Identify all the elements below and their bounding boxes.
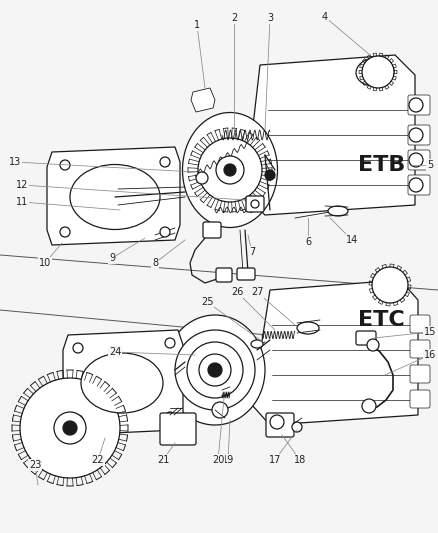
Ellipse shape xyxy=(356,58,394,86)
FancyBboxPatch shape xyxy=(408,175,430,195)
Circle shape xyxy=(367,339,379,351)
Circle shape xyxy=(160,157,170,167)
Circle shape xyxy=(20,378,120,478)
Ellipse shape xyxy=(165,315,265,425)
Text: 4: 4 xyxy=(322,12,328,22)
Ellipse shape xyxy=(328,206,348,216)
Text: 23: 23 xyxy=(29,460,41,470)
Circle shape xyxy=(212,402,228,418)
Circle shape xyxy=(187,342,243,398)
FancyBboxPatch shape xyxy=(246,196,264,212)
Ellipse shape xyxy=(81,353,163,413)
Polygon shape xyxy=(245,55,415,215)
Circle shape xyxy=(409,98,423,112)
Text: 25: 25 xyxy=(201,297,213,307)
Text: ETB: ETB xyxy=(358,155,406,175)
Text: 8: 8 xyxy=(152,258,158,268)
Text: 2: 2 xyxy=(231,13,237,23)
FancyBboxPatch shape xyxy=(356,331,376,345)
Circle shape xyxy=(265,170,275,180)
Circle shape xyxy=(362,399,376,413)
FancyBboxPatch shape xyxy=(410,315,430,333)
Circle shape xyxy=(372,267,408,303)
Text: 20: 20 xyxy=(212,455,224,465)
Text: 19: 19 xyxy=(222,455,234,465)
Circle shape xyxy=(292,422,302,432)
Circle shape xyxy=(360,333,370,343)
Circle shape xyxy=(60,160,70,170)
Circle shape xyxy=(199,354,231,386)
Circle shape xyxy=(165,412,175,422)
FancyBboxPatch shape xyxy=(410,390,430,408)
Text: 18: 18 xyxy=(294,455,306,465)
Polygon shape xyxy=(191,88,215,112)
Text: 14: 14 xyxy=(346,235,358,245)
Circle shape xyxy=(160,227,170,237)
Text: 1: 1 xyxy=(194,20,200,30)
Polygon shape xyxy=(63,330,183,435)
Text: 12: 12 xyxy=(16,180,28,190)
Text: 13: 13 xyxy=(9,157,21,167)
Text: 7: 7 xyxy=(249,247,255,257)
Text: 3: 3 xyxy=(267,13,273,23)
Circle shape xyxy=(362,56,394,88)
Text: 16: 16 xyxy=(424,350,436,360)
Circle shape xyxy=(224,164,236,176)
FancyBboxPatch shape xyxy=(160,413,196,445)
Text: 27: 27 xyxy=(251,287,263,297)
Text: 11: 11 xyxy=(16,197,28,207)
Circle shape xyxy=(216,156,244,184)
Circle shape xyxy=(165,338,175,348)
Circle shape xyxy=(409,128,423,142)
FancyBboxPatch shape xyxy=(408,125,430,145)
Text: 5: 5 xyxy=(427,160,433,170)
FancyBboxPatch shape xyxy=(410,365,430,383)
Circle shape xyxy=(409,178,423,192)
Circle shape xyxy=(73,415,83,425)
Ellipse shape xyxy=(297,322,319,334)
Polygon shape xyxy=(252,280,418,425)
FancyBboxPatch shape xyxy=(203,222,221,238)
Circle shape xyxy=(54,412,86,444)
Text: 9: 9 xyxy=(109,253,115,263)
Text: 15: 15 xyxy=(424,327,436,337)
Circle shape xyxy=(198,138,262,202)
Circle shape xyxy=(196,172,208,184)
Text: 24: 24 xyxy=(109,347,121,357)
FancyBboxPatch shape xyxy=(266,413,294,437)
Circle shape xyxy=(175,330,255,410)
Circle shape xyxy=(73,343,83,353)
Circle shape xyxy=(270,415,284,429)
Text: 26: 26 xyxy=(231,287,243,297)
FancyBboxPatch shape xyxy=(408,95,430,115)
Text: 17: 17 xyxy=(269,455,281,465)
Ellipse shape xyxy=(183,112,278,228)
FancyBboxPatch shape xyxy=(408,150,430,170)
FancyBboxPatch shape xyxy=(237,268,255,280)
Ellipse shape xyxy=(70,165,160,230)
Circle shape xyxy=(60,227,70,237)
Text: 22: 22 xyxy=(92,455,104,465)
FancyBboxPatch shape xyxy=(410,340,430,358)
Text: 6: 6 xyxy=(305,237,311,247)
Polygon shape xyxy=(47,147,180,245)
Text: 21: 21 xyxy=(157,455,169,465)
Circle shape xyxy=(251,200,259,208)
Text: ETC: ETC xyxy=(358,310,405,330)
Circle shape xyxy=(208,363,222,377)
FancyBboxPatch shape xyxy=(216,268,232,282)
Circle shape xyxy=(63,421,77,435)
Circle shape xyxy=(409,153,423,167)
Text: 10: 10 xyxy=(39,258,51,268)
Ellipse shape xyxy=(251,340,263,348)
